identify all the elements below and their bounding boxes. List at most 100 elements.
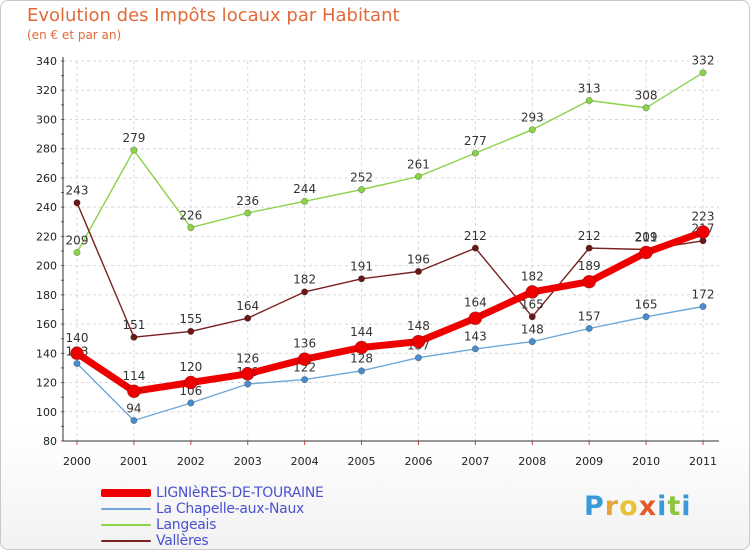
data-point [471,244,479,252]
data-point [301,288,309,296]
data-label: 209 [66,233,89,247]
x-tick-label: 2011 [689,455,717,468]
data-label: 151 [122,318,145,332]
data-point [130,146,138,154]
data-label: 106 [179,384,202,398]
y-tick-label: 260 [36,172,57,185]
logo-letter: t [667,491,682,522]
data-point [528,313,536,321]
data-label: 189 [578,259,601,273]
data-label: 182 [293,273,316,287]
data-label: 236 [236,194,259,208]
data-label: 164 [236,299,259,313]
data-label: 261 [407,157,430,171]
data-point [411,334,426,349]
x-tick-label: 2008 [518,455,546,468]
data-label: 126 [236,351,259,365]
x-tick-label: 2006 [404,455,432,468]
data-label: 172 [692,287,715,301]
legend-swatch [101,508,151,510]
data-label: 279 [122,131,145,145]
data-point [73,360,81,368]
y-tick-label: 180 [36,289,57,302]
y-tick-label: 320 [36,84,57,97]
data-point [187,399,195,407]
data-point [244,314,252,322]
data-point [70,346,84,361]
chart-subtitle: (en € et par an) [27,28,122,42]
logo-letter: P [584,491,605,522]
logo-letter: i [681,491,692,522]
data-point [358,367,366,375]
legend-label: Vallères [156,533,209,549]
data-point [244,209,252,217]
y-tick-label: 220 [36,230,57,243]
x-tick-label: 2007 [461,455,489,468]
logo-letter: r [604,491,620,522]
brand-logo: Proxiti [584,491,692,522]
data-point [414,354,422,362]
data-point [73,199,81,207]
legend-item: LIGNIèRES-DE-TOURAINE [101,485,324,501]
data-label: 140 [66,331,89,345]
data-point [297,352,312,366]
data-label: 252 [350,170,373,184]
y-tick-label: 80 [43,435,57,448]
data-point [699,69,707,77]
data-point [642,313,650,321]
data-label: 114 [122,369,145,383]
data-point [414,172,422,180]
data-point [585,96,593,104]
data-label: 212 [578,229,601,243]
data-point [525,285,540,299]
legend-swatch [101,524,151,526]
legend-label: Langeais [156,517,217,533]
data-point [471,149,479,157]
y-tick-label: 120 [36,377,57,390]
data-label: 196 [407,252,430,266]
data-label: 164 [464,296,487,310]
data-label: 155 [179,312,202,326]
data-point [187,327,195,335]
data-point [130,333,138,341]
data-label: 148 [521,322,544,336]
data-label: 148 [407,319,430,333]
x-tick-label: 2000 [63,455,91,468]
data-point [585,324,593,332]
legend-swatch [101,489,151,497]
series-line-1 [76,202,704,338]
series-line-3 [73,228,707,395]
legend-label: La Chapelle-aux-Naux [156,501,305,517]
logo-letter: i [657,491,668,522]
data-point [73,248,81,256]
legend-swatch [101,540,151,542]
data-point [187,224,195,232]
data-label: 308 [635,89,658,103]
data-label: 209 [635,230,658,244]
y-tick-label: 140 [36,347,57,360]
data-label: 313 [578,81,601,95]
data-label: 212 [464,229,487,243]
data-label: 94 [126,401,141,415]
data-point [240,366,255,381]
data-label: 226 [179,208,202,222]
data-label: 120 [179,360,202,374]
data-point [528,126,536,134]
data-point [585,244,593,252]
legend-label: LIGNIèRES-DE-TOURAINE [156,485,324,501]
data-point [358,275,366,283]
data-point [528,338,536,346]
data-point [699,303,707,311]
data-point [301,376,309,384]
logo-letter: x [638,491,658,522]
data-label: 243 [66,184,89,198]
y-tick-label: 240 [36,201,57,214]
x-tick-label: 2010 [632,455,660,468]
data-point [642,104,650,112]
data-label: 128 [350,352,373,366]
data-label: 191 [350,260,373,274]
data-point [301,197,309,205]
data-label: 144 [350,325,373,339]
